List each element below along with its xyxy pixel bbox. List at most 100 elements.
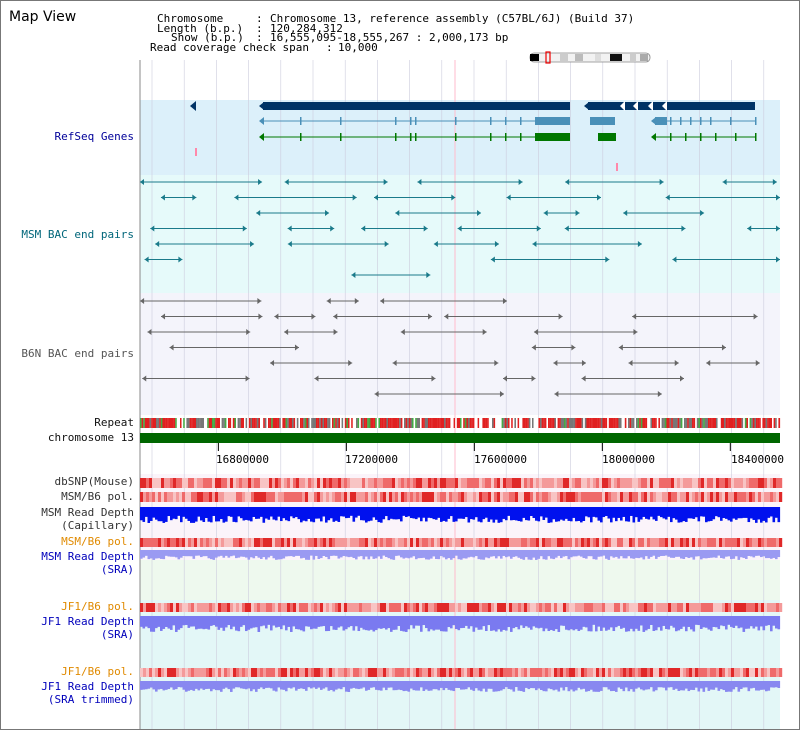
polymorphism-cell: [167, 492, 171, 502]
repeat-segment: [620, 418, 622, 428]
polymorphism-cell: [668, 478, 672, 488]
polymorphism-cell: [626, 538, 630, 547]
repeat-segment: [165, 418, 168, 428]
read-depth-bar: [670, 507, 673, 523]
read-depth-bar: [522, 550, 526, 560]
gene-exon: [340, 117, 342, 125]
read-depth-bar: [145, 616, 148, 627]
polymorphism-cell: [620, 492, 624, 502]
read-depth-bar: [512, 681, 516, 692]
polymorphism-cell: [191, 538, 195, 547]
read-depth-bar: [607, 507, 611, 519]
polymorphism-cell: [497, 478, 501, 488]
polymorphism-cell: [371, 668, 375, 677]
polymorphism-cell: [293, 603, 297, 612]
polymorphism-cell: [149, 603, 153, 612]
track-label-chromosome[interactable]: chromosome 13: [47, 431, 134, 444]
read-depth-bar: [390, 616, 393, 632]
read-depth-bar: [277, 616, 281, 627]
track-label-refseq-genes[interactable]: RefSeq Genes: [54, 130, 134, 143]
polymorphism-cell: [203, 603, 207, 612]
polymorphism-cell: [245, 492, 249, 502]
polymorphism-cell: [749, 492, 753, 502]
polymorphism-cell: [749, 668, 753, 677]
polymorphism-cell: [773, 492, 777, 502]
track-label-msm-read-depth-sra[interactable]: MSM Read Depth: [41, 550, 134, 563]
polymorphism-cell: [281, 603, 285, 612]
polymorphism-cell: [167, 668, 171, 677]
read-depth-bar: [407, 681, 411, 692]
polymorphism-cell: [449, 668, 453, 677]
read-depth-bar: [632, 616, 636, 632]
read-depth-bar: [352, 616, 356, 631]
polymorphism-cell: [578, 538, 582, 547]
polymorphism-cell: [566, 538, 570, 547]
polymorphism-cell: [560, 603, 564, 612]
b6n-bac-pair-end: [571, 344, 576, 351]
read-depth-bar: [627, 616, 631, 632]
track-label-jf1-b6-pol[interactable]: JF1/B6 pol.: [61, 600, 134, 613]
track-label-b6n-bac[interactable]: B6N BAC end pairs: [21, 347, 134, 360]
read-depth-bar: [370, 507, 373, 521]
read-depth-bar: [427, 507, 431, 518]
repeat-segment: [199, 418, 201, 428]
polymorphism-cell: [632, 492, 636, 502]
polymorphism-cell: [674, 603, 678, 612]
read-depth-bar: [512, 507, 516, 521]
track-label-msm-read-depth-capillary[interactable]: MSM Read Depth: [41, 506, 134, 519]
polymorphism-cell: [185, 492, 189, 502]
polymorphism-cell: [212, 538, 216, 547]
track-label-msm-bac[interactable]: MSM BAC end pairs: [21, 228, 134, 241]
polymorphism-cell: [482, 668, 486, 677]
polymorphism-cell: [443, 478, 447, 488]
polymorphism-cell: [311, 538, 315, 547]
polymorphism-cell: [497, 492, 501, 502]
polymorphism-cell: [686, 538, 690, 547]
track-label-repeat[interactable]: Repeat: [94, 416, 134, 429]
polymorphism-cell: [179, 603, 183, 612]
polymorphism-cell: [215, 603, 219, 612]
read-depth-bar: [215, 507, 218, 522]
polymorphism-cell: [629, 668, 633, 677]
polymorphism-cell: [566, 668, 570, 677]
read-depth-bar: [292, 616, 296, 627]
polymorphism-cell: [608, 538, 612, 547]
read-depth-bar: [645, 616, 648, 631]
track-label-jf1-read-depth-trimmed[interactable]: JF1 Read Depth: [41, 680, 134, 693]
read-depth-bar: [465, 507, 468, 518]
track-label-msm-b6-pol[interactable]: MSM/B6 pol.: [61, 490, 134, 503]
polymorphism-cell: [140, 478, 144, 488]
gene-exon: [755, 117, 757, 125]
track-label-jf1-b6-pol-trimmed[interactable]: JF1/B6 pol.: [61, 665, 134, 678]
read-depth-bar: [267, 616, 271, 625]
track-label-jf1-read-depth-sra[interactable]: JF1 Read Depth: [41, 615, 134, 628]
read-depth-bar: [507, 681, 511, 689]
repeat-segment: [570, 418, 573, 428]
read-depth-bar: [770, 550, 773, 559]
repeat-segment: [469, 418, 472, 428]
track-label-msm-b6-pol-sra[interactable]: MSM/B6 pol.: [61, 535, 134, 548]
read-depth-bar: [187, 550, 191, 557]
polymorphism-cell: [227, 538, 231, 547]
repeat-segment: [421, 418, 424, 428]
read-depth-bar: [575, 507, 578, 522]
polymorphism-cell: [665, 668, 669, 677]
b6n-bac-pair-end: [374, 391, 379, 397]
read-depth-bar: [572, 616, 576, 631]
read-depth-bar: [162, 550, 166, 560]
polymorphism-cell: [770, 492, 774, 502]
polymorphism-cell: [398, 603, 402, 612]
repeat-segment: [709, 418, 712, 428]
b6n-bac-pair-end: [674, 360, 679, 366]
read-depth-bar: [585, 681, 588, 692]
read-depth-bar: [617, 550, 621, 559]
read-depth-bar: [512, 616, 516, 629]
read-depth-bar: [530, 681, 533, 689]
polymorphism-cell: [320, 538, 324, 547]
read-depth-bar: [475, 507, 478, 518]
read-depth-bar: [537, 681, 541, 689]
track-label-dbsnp[interactable]: dbSNP(Mouse): [54, 475, 134, 488]
read-depth-bar: [655, 681, 658, 691]
